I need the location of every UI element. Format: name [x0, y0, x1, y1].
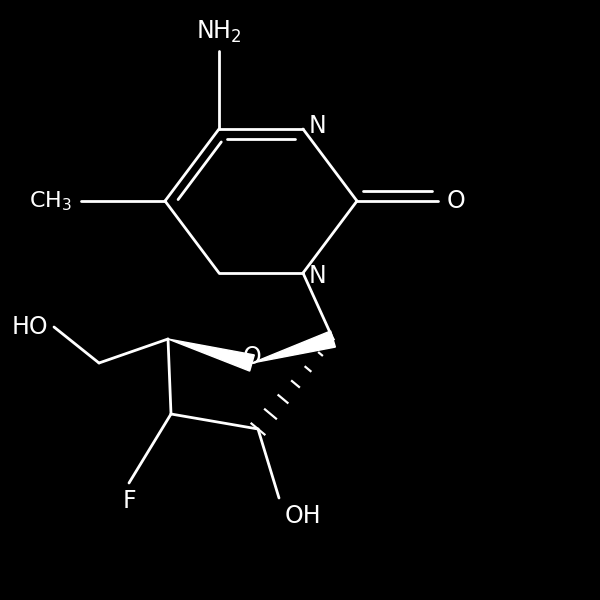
Polygon shape: [252, 331, 335, 363]
Text: NH$_2$: NH$_2$: [196, 19, 242, 45]
Text: N: N: [309, 114, 327, 138]
Text: F: F: [122, 489, 136, 513]
Text: O: O: [447, 189, 466, 213]
Text: O: O: [242, 345, 262, 369]
Text: N: N: [309, 264, 327, 288]
Text: OH: OH: [285, 504, 322, 528]
Text: CH$_3$: CH$_3$: [29, 189, 72, 213]
Polygon shape: [168, 339, 254, 371]
Text: HO: HO: [11, 315, 48, 339]
